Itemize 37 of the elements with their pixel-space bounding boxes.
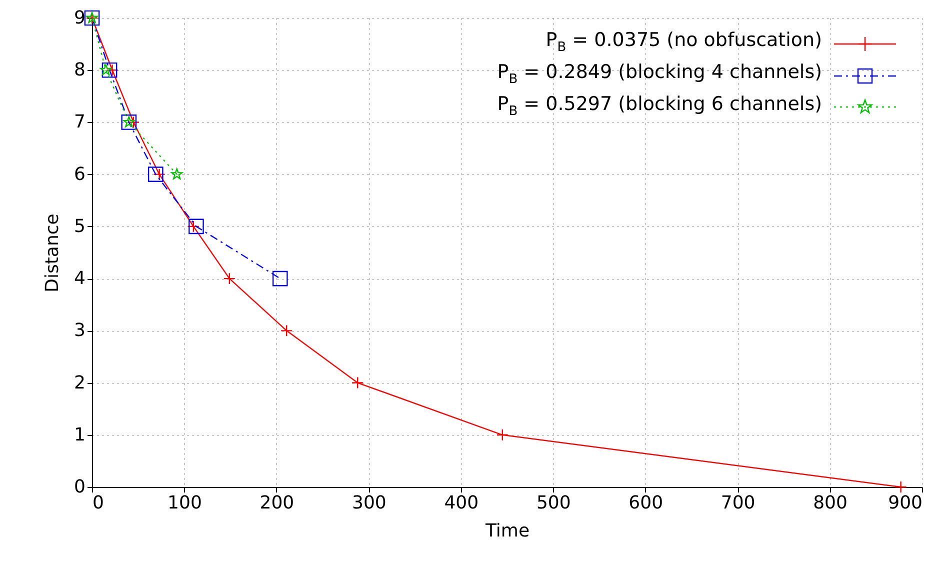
y-axis-title: Distance [42,214,64,292]
x-tick-label: 800 [813,492,848,514]
point [188,218,204,234]
x-tick-label: 400 [444,492,479,514]
x-axis-title: Time [484,520,530,542]
point [223,272,236,285]
legend-label: P$_{B}$ = 0.2849 (blocking 4 channels) [497,60,822,89]
x-tick-label: 600 [628,492,664,514]
y-tick-label: 9 [74,8,86,28]
x-tick-label: 700 [720,492,756,514]
y-tick-label: 4 [74,268,86,290]
legend-label: P$_{B}$ = 0.5297 (blocking 6 channels) [497,92,822,120]
point [187,220,200,233]
legend-label: P$_{B}$ = 0.0375 (no obfuscation) [546,28,822,57]
x-tick-label: 500 [536,492,571,514]
point [280,324,293,337]
y-tick-label: 2 [74,372,86,394]
y-tick-label: 6 [74,164,86,185]
x-tick-label: 100 [168,492,202,514]
point [352,376,364,389]
x-tick-label: 200 [260,492,294,514]
x-tick-label: 300 [352,492,386,514]
point [272,270,288,286]
x-tick-label: 900 [888,492,922,514]
point [127,116,140,128]
y-tick-label: 1 [74,424,86,446]
y-tick-label: 0 [74,476,86,498]
x-tick-label: 0 [92,492,104,514]
y-tick-label: 8 [74,60,86,81]
point [496,428,508,441]
point [171,168,183,180]
y-tick-label: 3 [74,320,86,342]
y-tick-label: 7 [74,112,86,133]
y-tick-label: 5 [74,216,86,237]
point [148,166,164,182]
point [894,480,907,494]
point [102,62,118,78]
